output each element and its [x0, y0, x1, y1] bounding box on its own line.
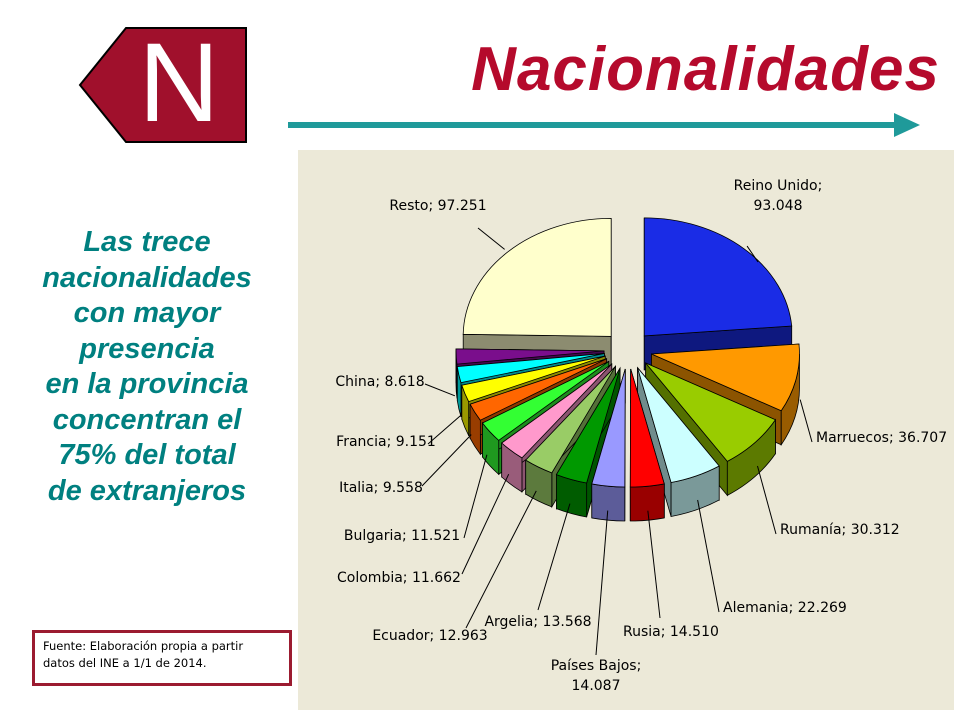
source-text: Fuente: Elaboración propia a partir dato… — [43, 638, 283, 672]
summary-line: nacionalidades — [42, 261, 252, 294]
title-underline-arrow — [288, 113, 920, 137]
slice-label: Alemania; 22.269 — [723, 600, 847, 616]
slice-label: Colombia; 11.662 — [337, 570, 461, 586]
pie-slice — [651, 343, 800, 412]
summary-line: presencia — [79, 332, 215, 365]
pie-slice — [481, 361, 609, 441]
leader-line — [595, 510, 609, 656]
leader-line — [746, 245, 759, 263]
slice-label: Ecuador; 12.963 — [372, 628, 487, 644]
summary-line: concentran el — [52, 403, 242, 436]
leader-line — [697, 499, 720, 613]
slice-label: Países Bajos; 14.087 — [551, 658, 642, 694]
leader-line — [537, 503, 571, 611]
pie-slice — [501, 363, 613, 459]
slice-label: Italia; 9.558 — [339, 480, 423, 496]
slice-label: China; 8.618 — [335, 374, 424, 390]
logo-arrow-shape — [78, 27, 247, 143]
slice-label: Reino Unido; 93.048 — [734, 178, 823, 214]
slice-label: Marruecos; 36.707 — [816, 430, 947, 446]
pie-slice — [455, 348, 605, 365]
leader-line — [465, 490, 537, 629]
source-line: datos del INE a 1/1 de 2014. — [43, 656, 207, 670]
slice-label: Francia; 9.151 — [336, 434, 436, 450]
pie-chart-svg: Reino Unido; 93.048 Marruecos; 36.707 Ruman… — [298, 150, 954, 710]
summary-line: Las trece — [83, 226, 211, 258]
summary-text: Las trece nacionalidades con mayor prese… — [6, 225, 288, 509]
leader-line — [427, 414, 462, 445]
slice-label: Bulgaria; 11.521 — [344, 528, 460, 544]
leader-line — [421, 434, 472, 487]
pie-slice — [645, 362, 777, 462]
source-box: Fuente: Elaboración propia a partir dato… — [32, 630, 292, 686]
source-line: Fuente: Elaboración propia a partir — [43, 639, 244, 653]
pie-slice — [469, 358, 607, 421]
leader-line — [647, 510, 661, 619]
nationalities-pie-chart: Reino Unido; 93.048 Marruecos; 36.707 Ruman… — [298, 150, 954, 710]
leader-line — [461, 473, 510, 575]
summary-line: 75% del total — [58, 439, 236, 471]
summary-line: en la provincia — [45, 368, 249, 400]
summary-line: con mayor — [73, 297, 221, 329]
pie-slice — [461, 355, 606, 403]
leader-line — [424, 383, 456, 397]
pie-slice-side — [591, 483, 626, 522]
leader-line — [799, 399, 813, 443]
chart-background — [298, 150, 954, 710]
pie-slice — [629, 368, 665, 488]
logo-letter: N — [138, 20, 220, 145]
pie-slice — [591, 368, 626, 488]
leader-line — [463, 454, 488, 539]
leader-line — [477, 227, 505, 250]
slice-label: Rumanía; 30.312 — [780, 522, 900, 538]
slice-label: Rusia; 14.510 — [623, 624, 719, 640]
pie-slice — [637, 367, 720, 483]
pie-slice — [525, 366, 616, 474]
slice-label: Resto; 97.251 — [389, 198, 486, 214]
pie-slice-side — [629, 483, 665, 522]
page-title: Nacionalidades — [471, 35, 940, 104]
pie-slice — [643, 217, 793, 337]
leader-line — [757, 465, 777, 535]
summary-line: de extranjeros — [47, 474, 247, 507]
slice-label: Argelia; 13.568 — [484, 614, 591, 630]
pie-slice — [555, 367, 621, 484]
pie-slice — [462, 217, 612, 337]
pie-slice — [456, 353, 605, 384]
